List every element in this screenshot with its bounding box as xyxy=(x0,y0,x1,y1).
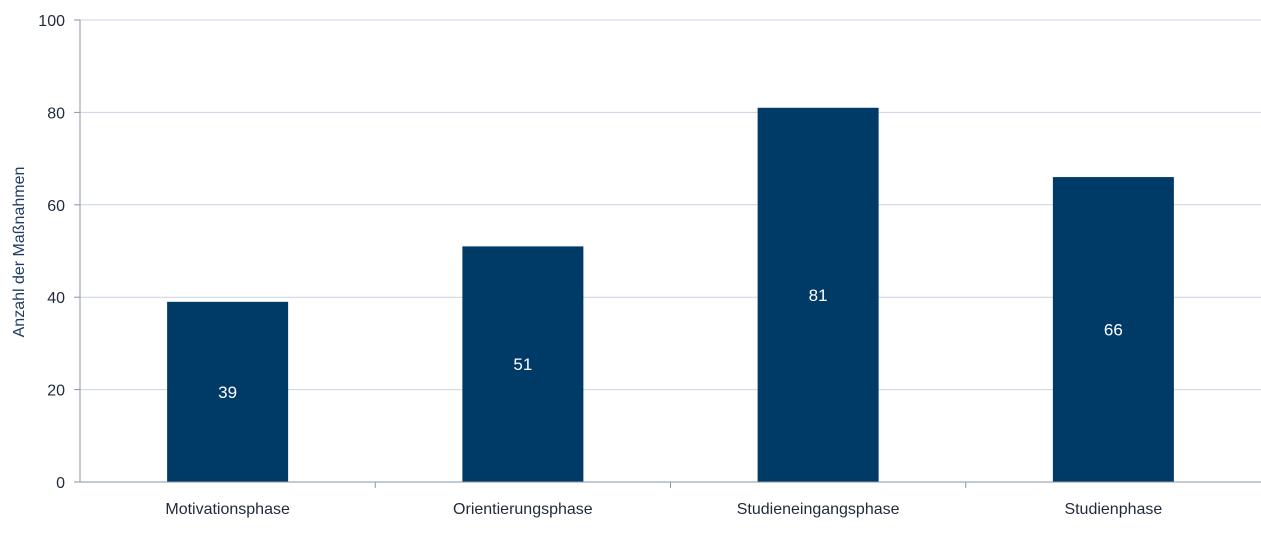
y-tick-label-40: 40 xyxy=(47,290,65,307)
bars xyxy=(167,107,1174,482)
bar-studienphase xyxy=(1052,177,1174,482)
y-tick-labels: 0 20 40 60 80 100 xyxy=(38,13,65,492)
data-label-orientierungsphase: 51 xyxy=(513,355,532,374)
y-tick-label-100: 100 xyxy=(38,13,65,30)
data-label-studienphase: 66 xyxy=(1104,321,1123,340)
bar-orientierungsphase xyxy=(462,246,584,482)
bar-motivationsphase xyxy=(167,301,289,482)
y-tick-label-0: 0 xyxy=(56,475,65,492)
bar-studieneingangsphase xyxy=(757,107,879,482)
data-labels: 39 51 81 66 xyxy=(218,286,1123,402)
x-category-label-studienphase: Studienphase xyxy=(1064,501,1162,518)
y-tick-label-60: 60 xyxy=(47,198,65,215)
x-category-label-orientierungsphase: Orientierungsphase xyxy=(453,501,593,518)
x-category-label-motivationsphase: Motivationsphase xyxy=(165,501,290,518)
y-axis-title: Anzahl der Maßnahmen xyxy=(11,167,28,338)
data-label-motivationsphase: 39 xyxy=(218,383,237,402)
y-tick-label-20: 20 xyxy=(47,383,65,400)
y-tick-label-80: 80 xyxy=(47,105,65,122)
data-label-studieneingangsphase: 81 xyxy=(809,286,828,305)
x-category-label-studieneingangsphase: Studieneingangsphase xyxy=(737,501,900,518)
axes xyxy=(74,19,1261,488)
x-category-labels: Motivationsphase Orientierungsphase Studie… xyxy=(165,501,1162,518)
